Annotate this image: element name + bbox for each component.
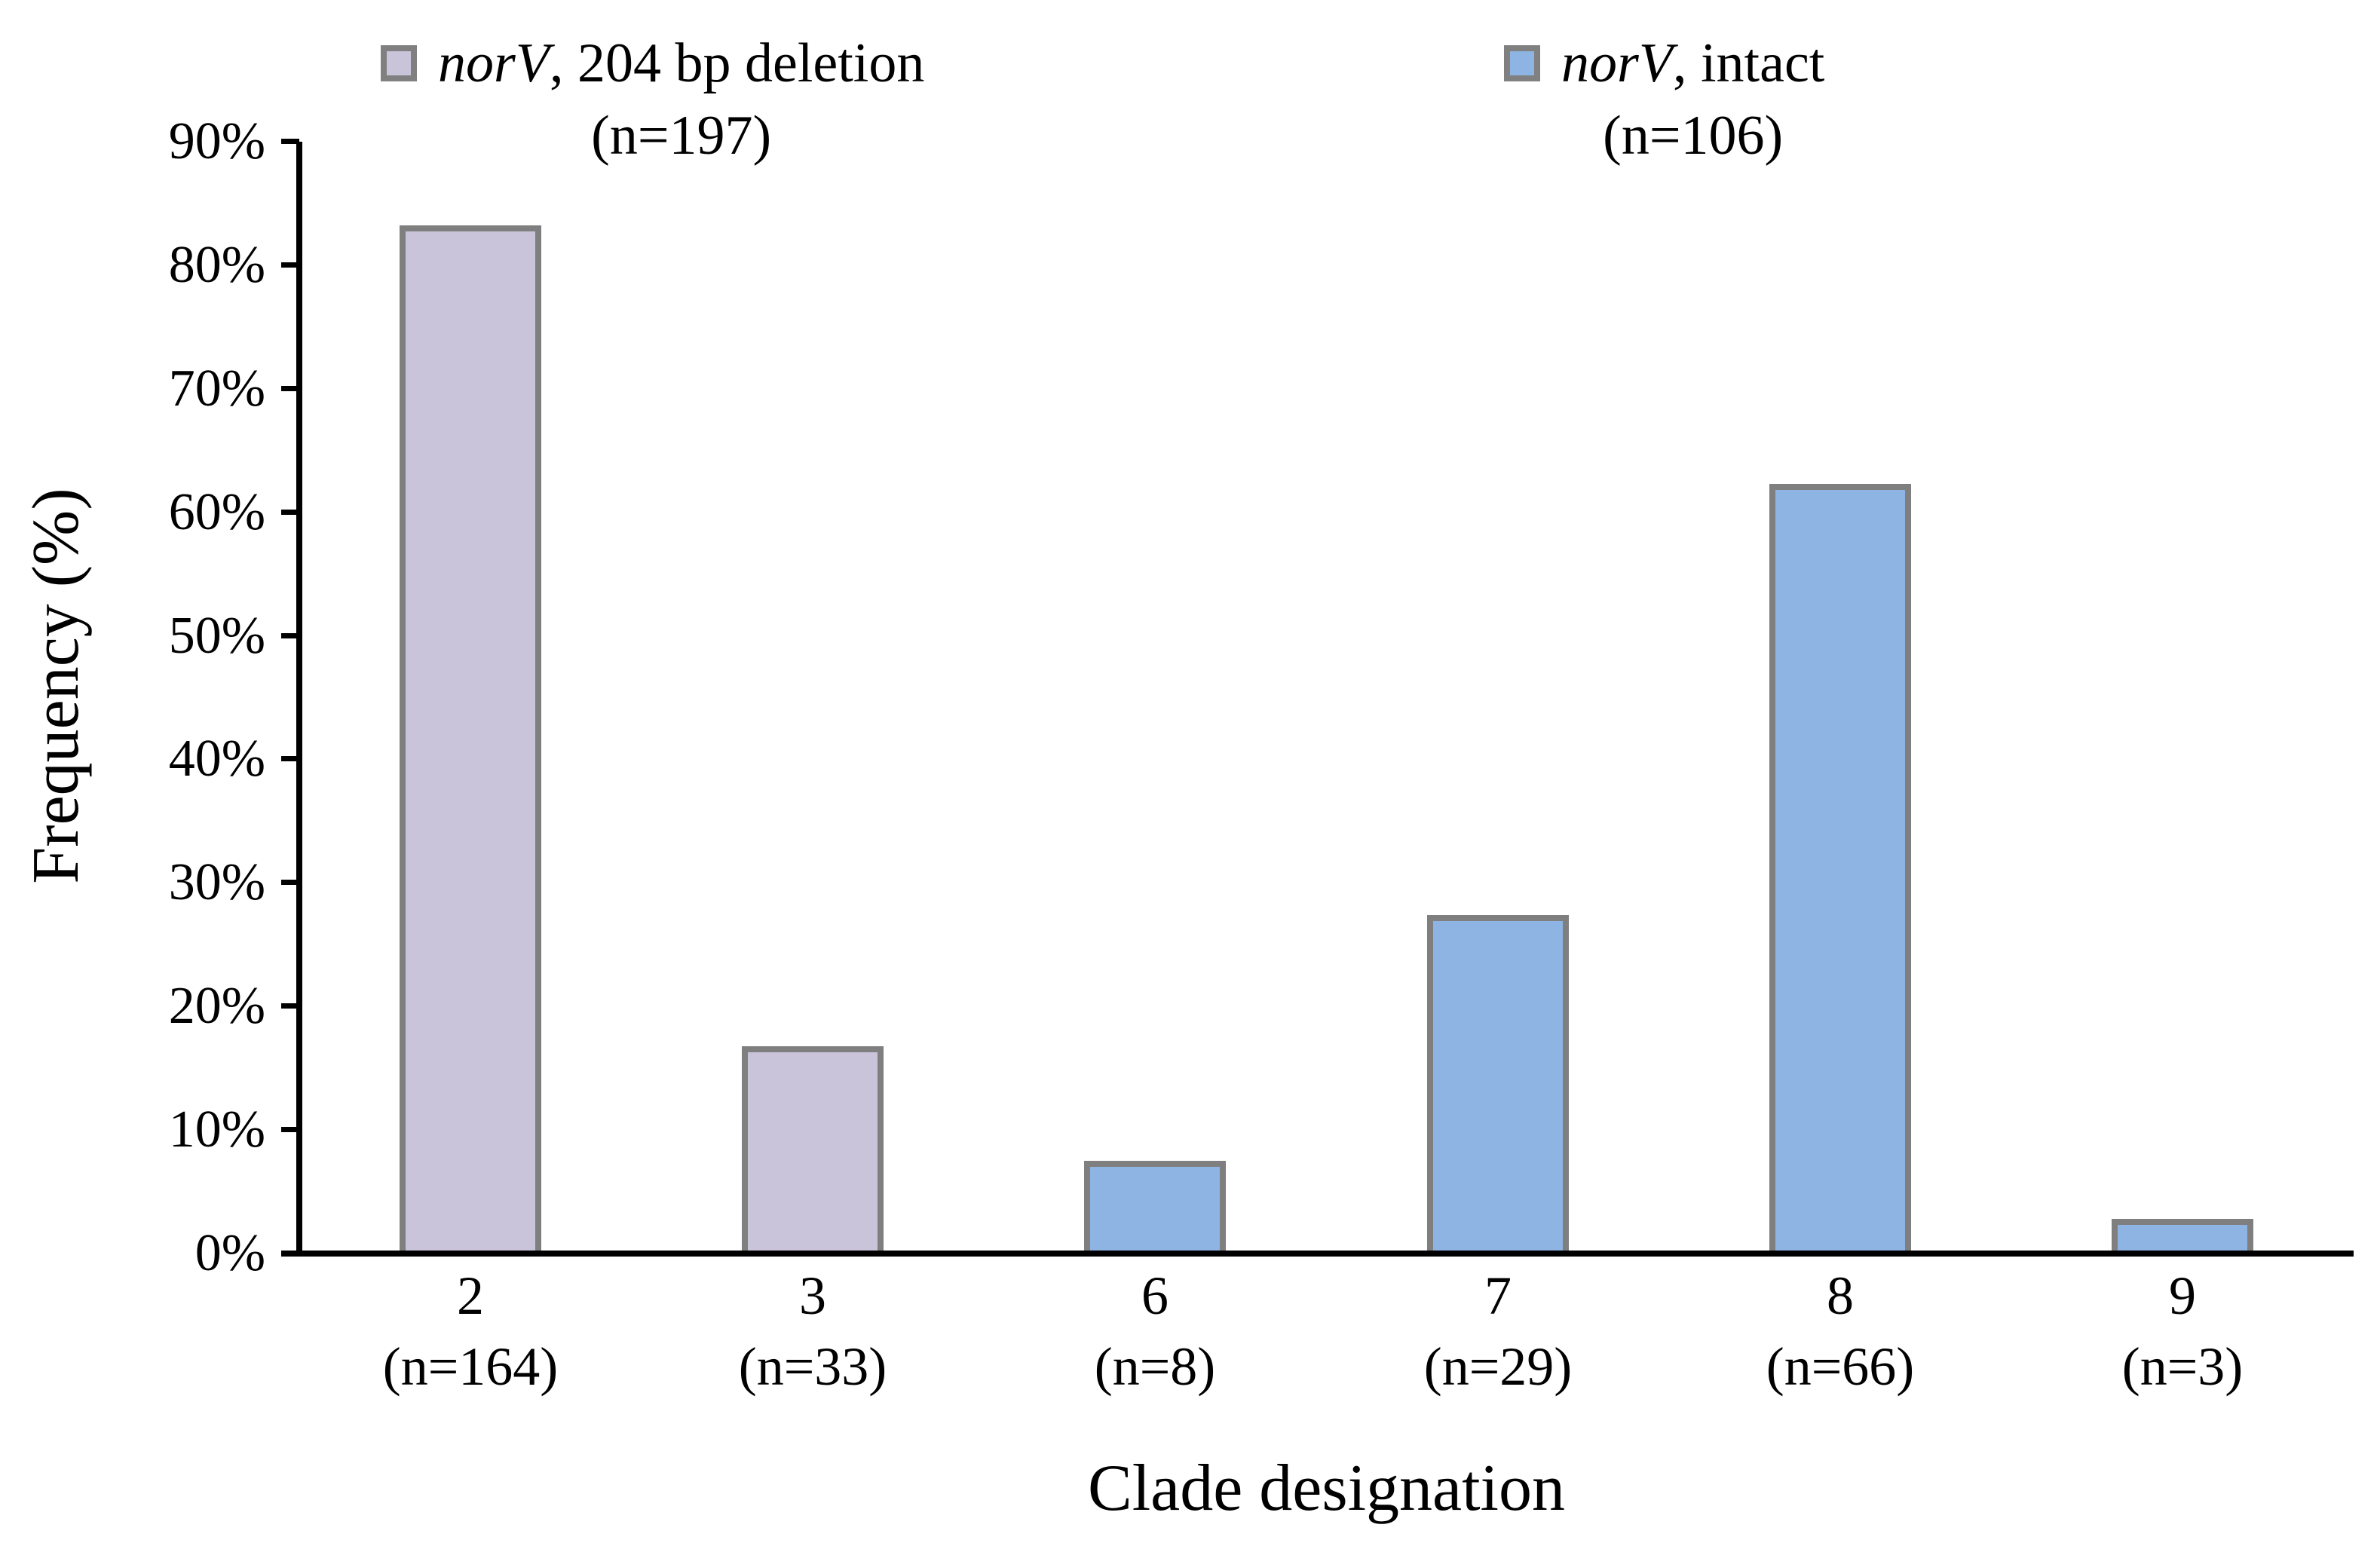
- y-tick-label: 30%: [168, 853, 265, 912]
- x-category-value: 8: [1827, 1266, 1854, 1326]
- y-tick-label: 10%: [168, 1101, 265, 1159]
- y-tick-label: 20%: [168, 977, 265, 1036]
- y-tick: [281, 262, 299, 268]
- legend-text-norv-intact: norV, intact (n=106): [1561, 27, 1824, 172]
- legend-swatch-norv-intact-icon: [1504, 45, 1540, 81]
- x-axis-title: Clade designation: [1088, 1452, 1565, 1525]
- y-tick: [281, 756, 299, 762]
- x-category-label: 7 (n=29): [1309, 1260, 1686, 1402]
- y-tick-label: 80%: [168, 235, 265, 294]
- x-category-count: (n=8): [1094, 1336, 1216, 1397]
- y-tick-label: 90%: [168, 112, 265, 170]
- x-category-value: 2: [457, 1266, 484, 1326]
- y-axis-line: [296, 142, 302, 1257]
- y-tick-label: 60%: [168, 482, 265, 541]
- y-tick: [281, 1003, 299, 1009]
- bar-clade-9: [2112, 1219, 2253, 1254]
- legend-item-norv-deletion: norV, 204 bp deletion (n=197): [381, 27, 924, 172]
- x-category-count: (n=66): [1766, 1336, 1915, 1397]
- x-category-count: (n=33): [738, 1336, 887, 1397]
- bar-clade-8: [1769, 484, 1911, 1254]
- x-category-count: (n=29): [1423, 1336, 1573, 1397]
- bar-clade-7: [1427, 915, 1569, 1254]
- y-tick-label: 70%: [168, 359, 265, 418]
- x-category-value: 3: [799, 1266, 826, 1326]
- x-category-label: 6 (n=8): [966, 1260, 1343, 1402]
- bar-clade-6: [1084, 1161, 1226, 1254]
- y-tick: [281, 880, 299, 886]
- x-category-label: 8 (n=66): [1652, 1260, 2029, 1402]
- legend-label-norv-deletion: norV, 204 bp deletion: [438, 32, 925, 94]
- y-tick: [281, 1127, 299, 1133]
- x-category-value: 7: [1484, 1266, 1512, 1326]
- x-category-value: 6: [1141, 1266, 1169, 1326]
- legend-count-norv-deletion: (n=197): [591, 105, 772, 167]
- y-tick: [281, 139, 299, 144]
- legend-label-norv-intact: norV, intact: [1561, 32, 1825, 94]
- legend-count-norv-intact: (n=106): [1603, 105, 1784, 167]
- x-category-value: 9: [2169, 1266, 2196, 1326]
- y-tick-label: 0%: [195, 1224, 265, 1282]
- bar-clade-3: [742, 1046, 884, 1254]
- legend-item-norv-intact: norV, intact (n=106): [1504, 27, 1824, 172]
- x-category-count: (n=3): [2121, 1336, 2244, 1397]
- x-category-label: 2 (n=164): [282, 1260, 659, 1402]
- y-tick: [281, 385, 299, 391]
- y-tick: [281, 632, 299, 638]
- legend-swatch-norv-deletion-icon: [381, 45, 417, 81]
- x-axis-line: [281, 1251, 2354, 1257]
- y-tick-label: 40%: [168, 730, 265, 788]
- x-category-label: 3 (n=33): [624, 1260, 1001, 1402]
- y-tick: [281, 509, 299, 515]
- x-category-label: 9 (n=3): [1994, 1260, 2371, 1402]
- legend-text-norv-deletion: norV, 204 bp deletion (n=197): [438, 27, 924, 172]
- x-category-count: (n=164): [382, 1336, 559, 1397]
- y-tick-label: 50%: [168, 606, 265, 665]
- bar-clade-2: [400, 225, 541, 1254]
